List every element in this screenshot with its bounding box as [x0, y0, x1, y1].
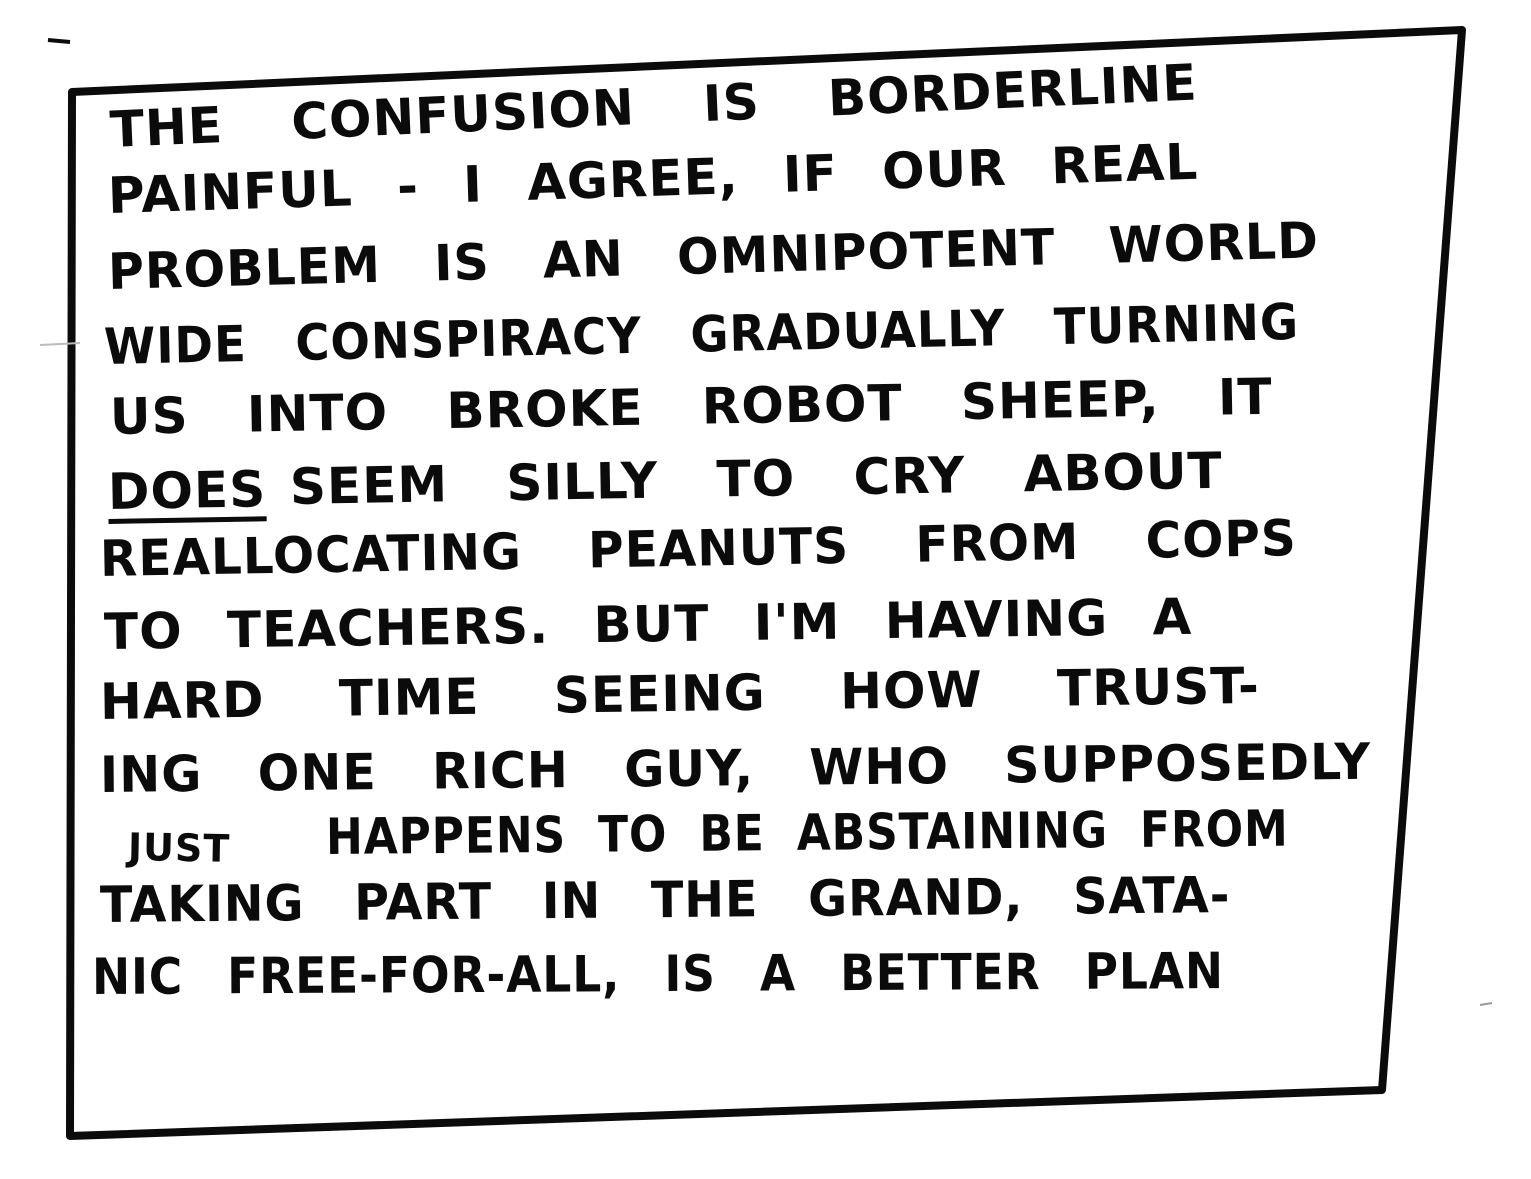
stray-mark-top-left: [47, 38, 71, 44]
stray-mark-right: [1479, 1002, 1493, 1006]
stray-mark-left: [39, 342, 81, 346]
note-emphasis-does: DOES: [107, 460, 267, 521]
note-line-5: US INTO BROKE ROBOT SHEEP, IT: [109, 367, 1274, 446]
note-line-13: NIC FREE-FOR-ALL, IS A BETTER PLAN: [91, 942, 1225, 1006]
note-line-3: PROBLEM IS AN OMNIPOTENT WORLD: [107, 211, 1320, 301]
note-line-7: REALLOCATING PEANUTS FROM COPS: [99, 509, 1298, 588]
note-line-12: TAKING PART IN THE GRAND, SATA-: [99, 866, 1231, 934]
note-line-6: SEEM SILLY TO CRY ABOUT: [289, 441, 1224, 516]
note-line-11: HAPPENS TO BE ABSTAINING FROM: [325, 799, 1289, 866]
frame-border: [66, 26, 1466, 1140]
note-line-9: HARD TIME SEEING HOW TRUST-: [99, 656, 1261, 731]
note-line-8: TO TEACHERS. BUT I'M HAVING A: [103, 587, 1193, 661]
note-line-4: WIDE CONSPIRACY GRADUALLY TURNING: [103, 292, 1300, 376]
note-emphasis-just: JUST: [127, 825, 231, 871]
note-line-10: ING ONE RICH GUY, WHO SUPPOSEDLY: [99, 732, 1372, 804]
